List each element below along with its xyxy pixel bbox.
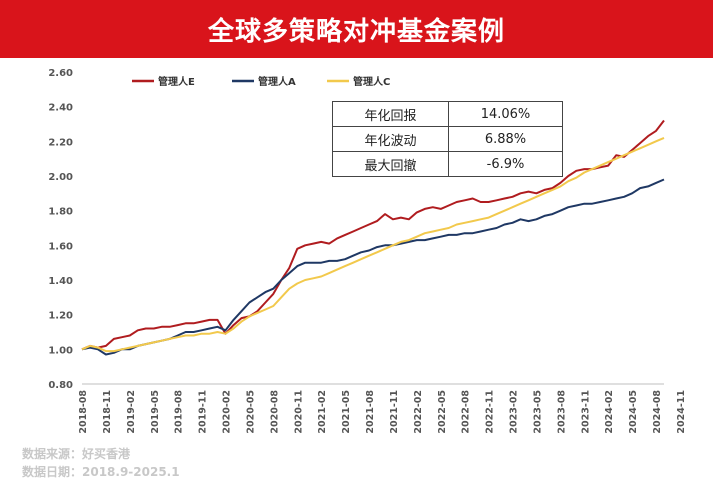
legend-label: 管理人E (158, 75, 195, 88)
y-tick-label: 2.40 (48, 103, 73, 114)
stats-label: 最大回撤 (332, 151, 449, 177)
stats-row: 最大回撤 -6.9% (332, 151, 563, 177)
x-tick-label: 2021-08 (365, 390, 376, 434)
y-tick-label: 1.80 (48, 207, 73, 218)
stats-label: 年化回报 (332, 101, 449, 127)
y-tick-label: 2.00 (48, 172, 73, 183)
legend-label: 管理人C (353, 75, 390, 88)
stats-row: 年化波动 6.88% (332, 126, 563, 152)
x-tick-label: 2021-11 (389, 390, 400, 434)
series-line-管理人C (81, 136, 665, 353)
x-tick-label: 2019-05 (150, 390, 161, 434)
x-tick-label: 2021-02 (317, 390, 328, 434)
stats-value: 14.06% (448, 101, 563, 127)
y-tick-label: 1.40 (48, 276, 73, 287)
x-tick-label: 2022-05 (437, 390, 448, 434)
data-source-note: 数据来源：好买香港 (22, 447, 131, 461)
y-tick-label: 2.60 (48, 68, 73, 79)
x-tick-label: 2022-11 (485, 390, 496, 434)
x-tick-label: 2024-11 (676, 390, 687, 434)
x-tick-label: 2024-08 (652, 390, 663, 434)
stats-table: 年化回报 14.06% 年化波动 6.88% 最大回撤 -6.9% (332, 101, 563, 177)
x-tick-label: 2020-08 (269, 390, 280, 434)
legend-label: 管理人A (258, 75, 296, 88)
y-tick-label: 1.60 (48, 241, 73, 252)
x-tick-label: 2019-11 (198, 390, 209, 434)
x-tick-label: 2023-05 (532, 390, 543, 434)
x-tick-label: 2022-08 (461, 390, 472, 434)
stats-label: 年化波动 (332, 126, 449, 152)
y-tick-label: 2.20 (48, 137, 73, 148)
y-tick-label: 0.80 (48, 380, 73, 391)
stats-row: 年化回报 14.06% (332, 101, 563, 127)
series-line-管理人A (81, 178, 665, 356)
x-tick-label: 2018-08 (78, 390, 89, 434)
page-title: 全球多策略对冲基金案例 (207, 16, 505, 47)
y-tick-label: 1.00 (48, 345, 73, 356)
x-tick-label: 2023-02 (509, 390, 520, 434)
stats-value: -6.9% (448, 151, 563, 177)
x-tick-label: 2024-02 (604, 390, 615, 434)
x-tick-label: 2021-05 (341, 390, 352, 434)
x-tick-label: 2020-02 (222, 390, 233, 434)
title-banner: 全球多策略对冲基金案例 (0, 0, 713, 58)
line-chart: 2.60 2.40 2.20 2.00 1.80 1.60 1.40 1.20 1.00 0.80… (48, 68, 687, 434)
x-tick-label: 2019-02 (126, 390, 137, 434)
x-tick-label: 2018-11 (102, 390, 113, 434)
x-tick-label: 2024-05 (628, 390, 639, 434)
stats-value: 6.88% (448, 126, 563, 152)
x-tick-label: 2020-11 (293, 390, 304, 434)
x-tick-label: 2023-11 (580, 390, 591, 434)
x-tick-label: 2022-02 (413, 390, 424, 434)
x-tick-label: 2023-08 (556, 390, 567, 434)
y-tick-label: 1.20 (48, 311, 73, 322)
x-tick-label: 2020-05 (245, 390, 256, 434)
series-line-管理人E (81, 119, 665, 351)
x-tick-label: 2019-08 (174, 390, 185, 434)
data-date-note: 数据日期：2018.9-2025.1 (22, 465, 180, 479)
